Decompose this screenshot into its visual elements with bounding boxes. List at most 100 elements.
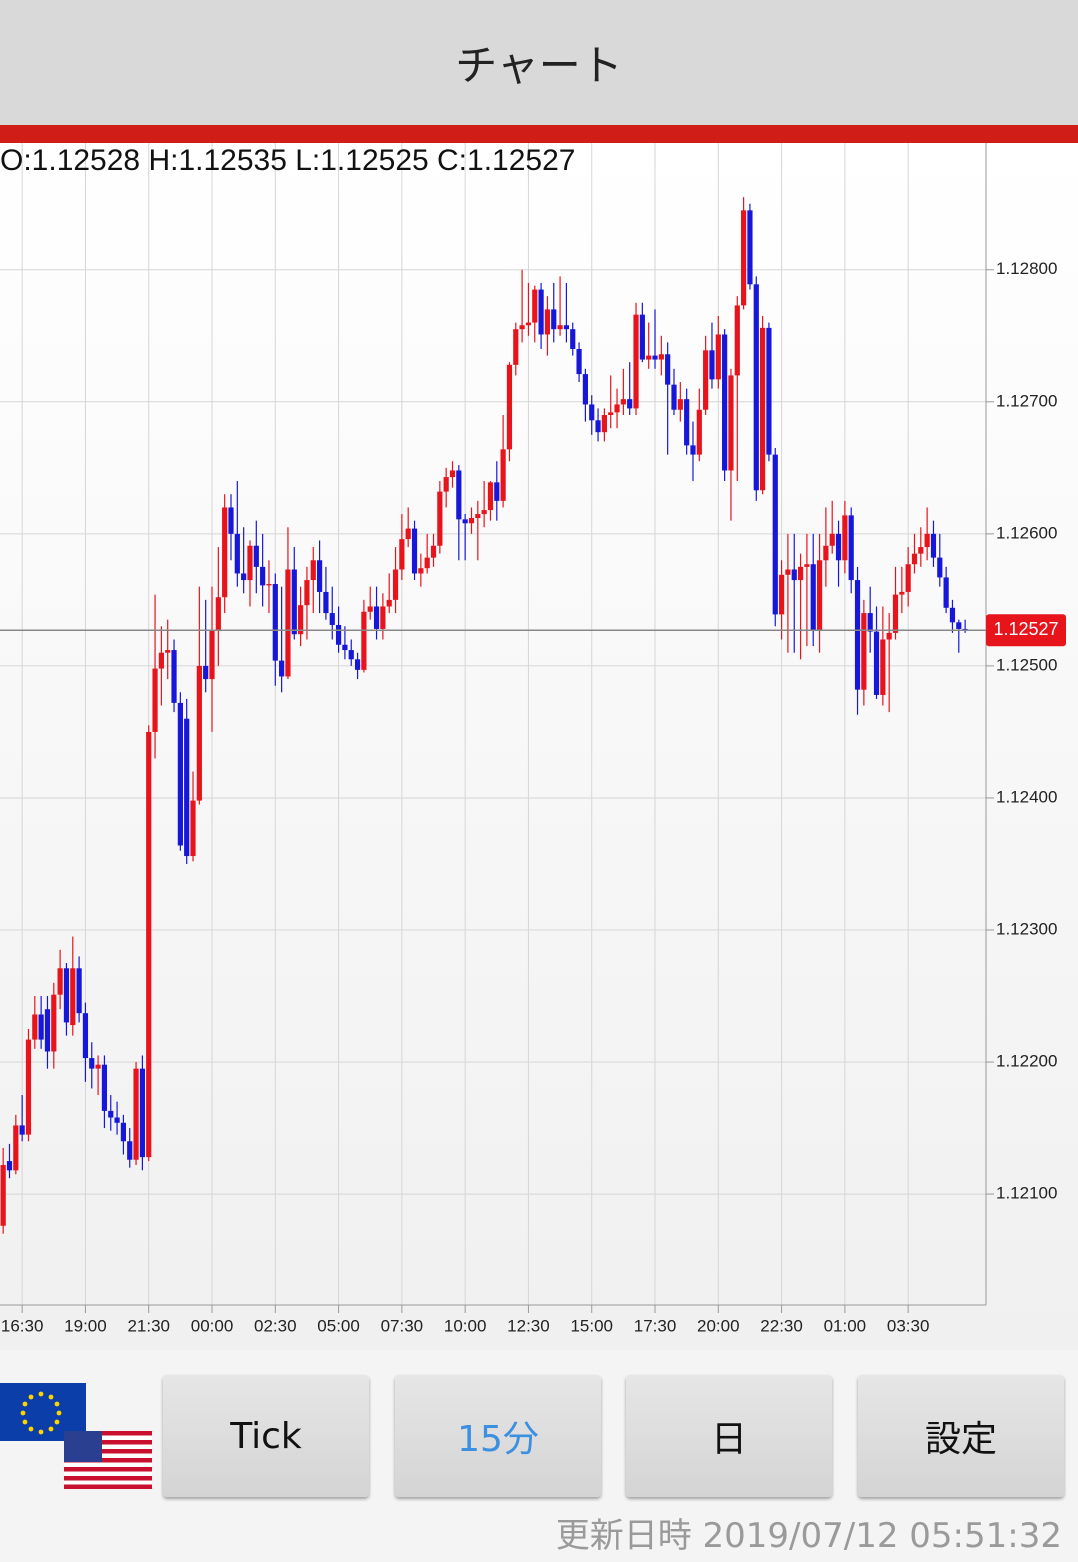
candle-body	[241, 573, 247, 581]
candle-body	[342, 644, 348, 651]
candle-body	[298, 605, 304, 635]
candle-body	[848, 515, 854, 581]
candle-body	[722, 334, 728, 471]
candle-body	[506, 364, 513, 450]
candle-body	[601, 415, 607, 433]
candle-body	[392, 569, 399, 600]
candle-body	[797, 566, 804, 581]
x-tick-label: 16:30	[1, 1316, 44, 1335]
candle-body	[949, 607, 956, 623]
candle-body	[215, 597, 221, 631]
candle-body	[304, 580, 310, 606]
candle-body	[494, 482, 500, 501]
15min-button[interactable]: 15分	[395, 1375, 601, 1497]
candle-body	[209, 630, 215, 680]
candle-body	[316, 560, 323, 592]
candle-body	[880, 639, 886, 695]
candle-body	[329, 613, 335, 625]
candle-body	[728, 375, 734, 471]
candle-body	[835, 533, 842, 561]
candle-body	[956, 622, 962, 629]
x-tick-label: 12:30	[507, 1316, 550, 1335]
candle-body	[13, 1125, 19, 1171]
candle-body	[158, 652, 164, 669]
x-tick-label: 15:00	[570, 1316, 613, 1335]
candle-body	[354, 659, 361, 670]
x-tick-label: 00:00	[191, 1316, 234, 1335]
candle-body	[260, 566, 266, 586]
candle-body	[677, 399, 683, 410]
candle-body	[715, 334, 721, 380]
candle-body	[475, 514, 481, 519]
us-flag	[64, 1431, 152, 1489]
x-tick-label: 02:30	[254, 1316, 297, 1335]
x-tick-label: 07:30	[381, 1316, 424, 1335]
candle-body	[380, 606, 386, 629]
candle-body	[399, 539, 405, 570]
candle-body	[266, 584, 272, 586]
candle-body	[734, 305, 740, 376]
candle-body	[25, 1039, 32, 1135]
candle-body	[449, 470, 456, 478]
candle-body	[361, 611, 367, 670]
candle-body	[32, 1014, 38, 1040]
candle-body	[310, 560, 316, 581]
candle-body	[943, 577, 949, 608]
candle-body	[842, 515, 848, 561]
candle-body	[0, 1165, 6, 1226]
candle-body	[766, 327, 772, 455]
candle-body	[905, 564, 911, 592]
candle-body	[146, 731, 152, 1158]
candle-body	[829, 533, 835, 546]
candle-body	[101, 1064, 108, 1111]
candle-body	[108, 1110, 114, 1118]
candle-body	[114, 1117, 120, 1123]
candle-body	[57, 968, 63, 995]
candle-body	[646, 355, 652, 360]
candle-body	[481, 510, 487, 515]
candle-body	[165, 650, 171, 653]
x-tick-label: 03:30	[887, 1316, 930, 1335]
candle-body	[411, 528, 418, 574]
candle-body	[386, 599, 392, 607]
candle-body	[456, 470, 462, 520]
candle-body	[671, 384, 677, 410]
candle-body	[639, 314, 645, 360]
candle-body	[703, 350, 709, 410]
currency-flags	[0, 1383, 152, 1489]
candle-body	[633, 314, 639, 409]
candle-body	[810, 564, 816, 631]
candle-body	[279, 660, 285, 677]
candle-body	[747, 210, 753, 285]
x-tick-label: 10:00	[444, 1316, 487, 1335]
day-button[interactable]: 日	[626, 1375, 832, 1497]
x-tick-label: 17:30	[634, 1316, 677, 1335]
candle-body	[532, 289, 538, 323]
y-tick-label: 1.12400	[996, 787, 1057, 806]
candle-body	[222, 507, 228, 598]
tick-button[interactable]: Tick	[163, 1375, 369, 1497]
candle-body	[544, 309, 551, 335]
candle-body	[930, 533, 937, 558]
candle-body	[247, 545, 253, 581]
candle-body	[367, 606, 373, 612]
y-tick-label: 1.12800	[996, 259, 1057, 278]
candle-body	[133, 1068, 139, 1160]
candle-body	[437, 491, 443, 546]
candle-body	[177, 702, 183, 846]
candle-body	[6, 1161, 13, 1171]
x-tick-label: 22:30	[760, 1316, 803, 1335]
candle-body	[120, 1122, 127, 1142]
candle-body	[652, 355, 658, 360]
settings-button[interactable]: 設定	[858, 1375, 1064, 1497]
candle-body	[759, 327, 766, 491]
candle-body	[873, 631, 880, 695]
candle-body	[867, 613, 873, 632]
candle-body	[918, 547, 924, 554]
candle-body	[500, 449, 506, 501]
candle-body	[272, 584, 278, 661]
candle-body	[582, 374, 588, 405]
candle-body	[95, 1064, 101, 1069]
candle-body	[82, 1013, 89, 1059]
